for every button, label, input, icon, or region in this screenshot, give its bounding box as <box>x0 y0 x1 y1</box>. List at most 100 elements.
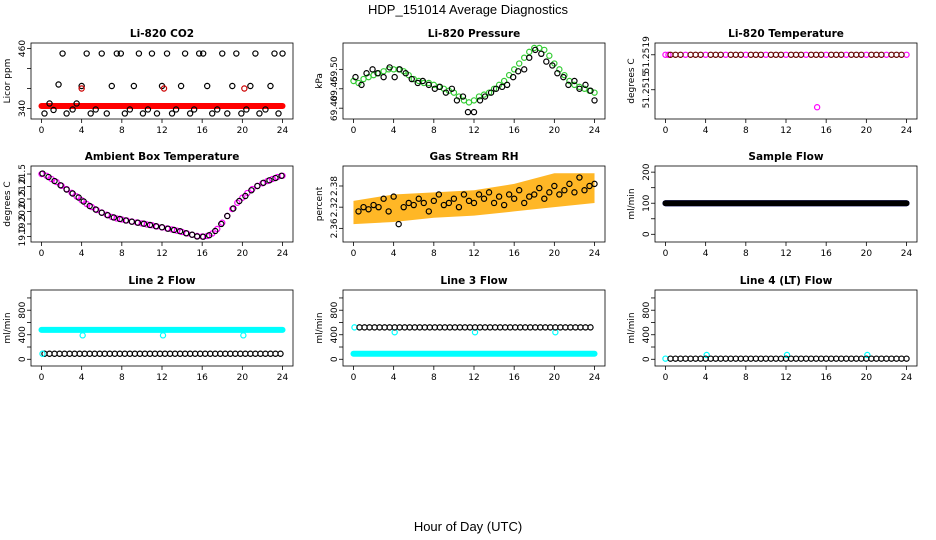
data-point <box>476 324 484 331</box>
data-point <box>92 206 99 213</box>
data-point <box>91 350 98 357</box>
data-point <box>224 110 231 117</box>
data-point <box>853 51 860 58</box>
data-point <box>817 51 825 58</box>
data-point <box>380 73 387 81</box>
data-point <box>767 51 775 58</box>
x-tick-label: 0 <box>663 249 669 259</box>
data-point <box>219 219 226 226</box>
data-point <box>522 324 529 331</box>
data-point <box>98 209 105 216</box>
x-tick-label: 24 <box>589 126 601 136</box>
data-point <box>792 355 800 362</box>
data-point <box>541 46 548 54</box>
data-point <box>430 197 438 205</box>
data-point <box>219 50 226 57</box>
data-point <box>581 187 588 194</box>
y-tick-label: 200 <box>642 163 652 180</box>
data-point <box>560 73 567 81</box>
x-tick-label: 4 <box>391 249 397 259</box>
data-point <box>214 106 221 113</box>
panel-3: Li-820 Temperature degrees C 0 4 8 12 16 20 24 51… <box>627 28 918 136</box>
data-point <box>257 350 264 357</box>
data-point <box>266 177 273 184</box>
data-point <box>262 350 269 357</box>
data-point <box>505 191 513 198</box>
y-axis-label: ml/min <box>627 188 637 219</box>
x-tick-label: 0 <box>39 373 45 383</box>
x-tick-label: 16 <box>820 373 832 383</box>
data-point <box>888 355 895 362</box>
data-point <box>277 350 284 357</box>
data-point <box>69 190 76 197</box>
x-tick-label: 20 <box>549 373 561 383</box>
data-point <box>527 324 534 331</box>
data-point <box>425 81 433 89</box>
data-point <box>106 350 113 357</box>
x-tick-label: 8 <box>743 126 749 136</box>
data-point <box>813 104 821 111</box>
data-point <box>903 355 910 362</box>
x-tick-label: 4 <box>703 126 709 136</box>
data-point <box>586 182 593 190</box>
data-point <box>168 110 176 117</box>
data-point <box>848 355 855 362</box>
data-point <box>370 201 377 209</box>
data-point <box>797 355 805 362</box>
y-tick-label: 19.5 <box>18 214 28 234</box>
data-point <box>812 51 820 58</box>
data-point <box>380 195 387 202</box>
data-point <box>136 350 144 357</box>
data-point <box>531 191 538 198</box>
y-tick-label: 800 <box>330 301 340 318</box>
data-point <box>772 51 780 58</box>
data-point <box>566 180 573 188</box>
x-tick-label: 0 <box>351 249 357 259</box>
x-tick-label: 12 <box>156 126 167 136</box>
data-point <box>500 77 508 85</box>
data-point <box>838 355 845 362</box>
data-point <box>782 51 790 58</box>
data-point <box>405 199 412 207</box>
data-point <box>582 81 589 89</box>
data-point <box>551 182 558 190</box>
data-point <box>146 221 154 229</box>
data-point <box>400 203 407 211</box>
data-point <box>59 50 66 57</box>
data-point <box>767 355 775 362</box>
data-point <box>441 324 449 331</box>
data-point <box>742 51 750 58</box>
data-point <box>858 355 865 362</box>
panel-title: Gas Stream RH <box>429 151 518 163</box>
data-point <box>164 225 172 232</box>
data-point <box>556 191 563 198</box>
data-point <box>848 51 855 58</box>
data-point <box>672 355 679 362</box>
data-point <box>665 51 672 58</box>
data-point <box>51 177 58 185</box>
data-point <box>366 324 373 331</box>
data-point <box>500 201 508 209</box>
x-tick-label: 24 <box>589 373 601 383</box>
data-point <box>237 350 244 357</box>
panel-4: Ambient Box Temperature degrees C 0 4 8 12 16 2… <box>3 151 294 259</box>
x-tick-label: 8 <box>119 373 125 383</box>
data-point <box>492 85 500 92</box>
data-point <box>146 350 154 357</box>
data-point <box>103 110 110 117</box>
y-tick-label: 0 <box>330 356 340 362</box>
data-point <box>838 51 845 58</box>
data-point <box>893 355 900 362</box>
data-point <box>57 182 64 189</box>
data-point <box>470 108 478 116</box>
x-tick-label: 4 <box>79 373 85 383</box>
data-point <box>375 203 382 211</box>
data-point <box>207 350 214 357</box>
y-tick-label: 340 <box>18 100 28 117</box>
data-point <box>687 355 694 362</box>
plot-frame <box>654 289 918 367</box>
data-point <box>717 355 724 362</box>
data-point <box>351 324 358 331</box>
data-point <box>587 324 594 331</box>
data-point <box>230 205 237 212</box>
